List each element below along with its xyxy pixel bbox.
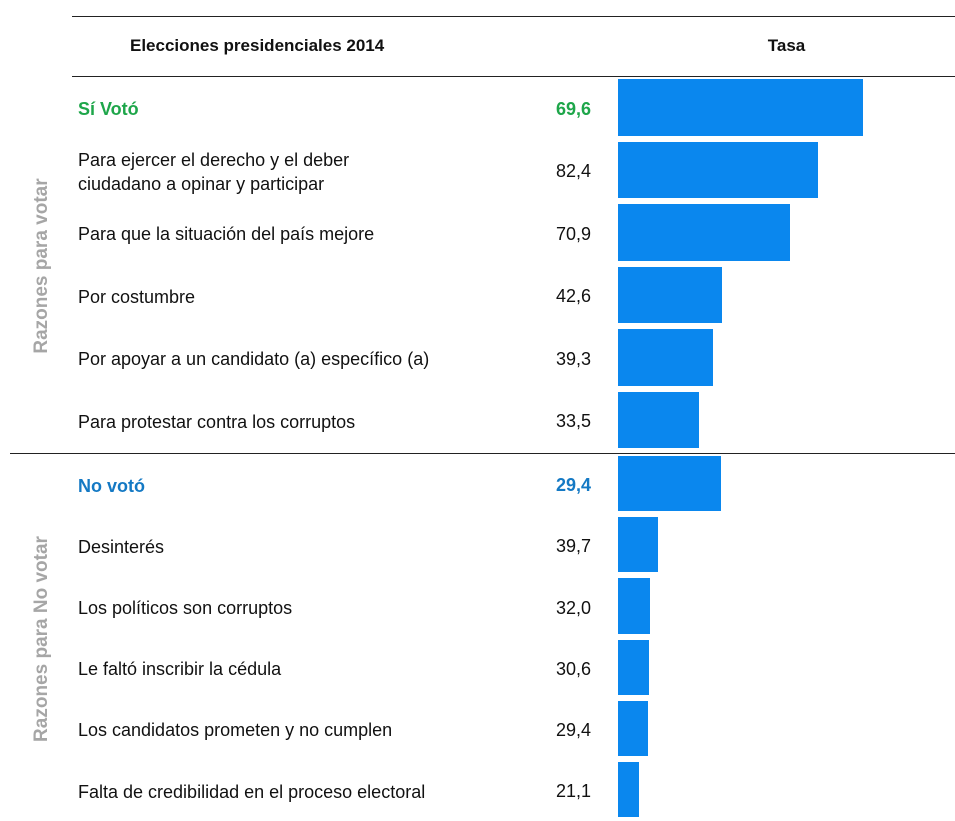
row-value: 82,4 [556, 161, 592, 182]
bar [618, 762, 640, 818]
row-name: Por costumbre [78, 286, 196, 307]
row-name: Falta de credibilidad en el proceso elec… [78, 781, 426, 802]
row-name: Por apoyar a un candidato (a) específico… [78, 349, 430, 370]
row-name: Los candidatos prometen y no cumplen [78, 720, 393, 741]
bar [618, 517, 659, 573]
section-label: Razones para votar [31, 177, 52, 354]
bar [618, 391, 700, 448]
top-rule [72, 16, 955, 17]
bar [618, 141, 819, 198]
row-value: 69,6 [556, 98, 592, 119]
header-rule [72, 76, 955, 77]
rate-header: Tasa [767, 36, 806, 55]
bar [618, 329, 714, 386]
bar [618, 639, 649, 695]
column-title: Elecciones presidenciales 2014 [130, 36, 385, 55]
row-name: Le faltó inscribir la cédula [78, 659, 282, 680]
row-value: 32,0 [556, 597, 592, 618]
row-value: 29,4 [556, 719, 592, 740]
row-name: No votó [78, 475, 145, 496]
bar [618, 266, 722, 323]
section-rule [10, 453, 955, 454]
row-value: 33,5 [556, 411, 592, 432]
row-name: Para protestar contra los corruptos [78, 411, 356, 432]
bar [618, 578, 651, 634]
row-value: 29,4 [556, 475, 592, 496]
row-name: Sí Votó [78, 99, 139, 120]
bar [618, 700, 648, 756]
row-value: 42,6 [556, 286, 592, 307]
row-name: Desinterés [78, 536, 165, 557]
row-name: Los políticos son corruptos [78, 598, 293, 618]
bar [618, 204, 791, 261]
row-name: Para ejercer el derecho y el deber ciuda… [78, 149, 350, 194]
row-value: 39,3 [556, 348, 592, 369]
bar [618, 456, 722, 512]
row-value: 39,7 [556, 536, 592, 557]
row-value: 70,9 [556, 223, 592, 244]
row-name: Para que la situación del país mejore [78, 224, 375, 245]
bar [618, 79, 863, 136]
row-value: 30,6 [556, 658, 592, 679]
row-value: 21,1 [556, 781, 592, 802]
section-label: Razones para No votar [31, 535, 52, 742]
